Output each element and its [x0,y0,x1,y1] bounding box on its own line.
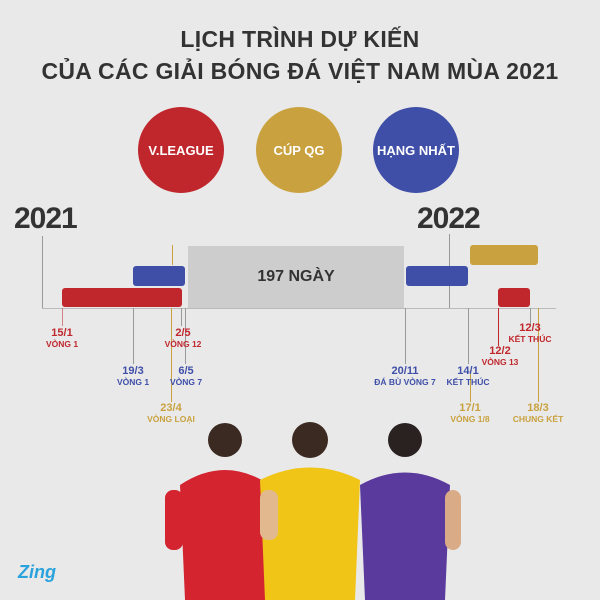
tick-line [405,308,406,364]
milestone-label: 12/2 VÒNG 13 [481,345,519,368]
player-purple [360,423,461,600]
year-2022: 2022 [417,202,481,235]
tick-line [470,370,471,402]
vleague-bar-2021 [62,288,182,307]
title-line-1: LỊCH TRÌNH DỰ KIẾN [180,26,420,52]
tick-line [530,308,531,326]
tick-line [498,308,499,346]
milestone-label: 18/3 CHUNG KẾT [512,402,564,425]
cup-bar-2022 [470,245,538,265]
milestone-label: 23/4 VÒNG LOẠI [147,402,195,425]
first-division-bar-2022 [406,266,468,286]
milestone-label: 14/1 KẾT THÚC [446,365,490,388]
vleague-bar-2022 [498,288,530,307]
player-yellow [260,422,360,600]
cup-qualifier-mark [172,245,173,265]
tick-line [133,308,134,364]
milestone-label: 17/1 VÒNG 1/8 [450,402,490,425]
zing-logo: Zing [18,562,56,582]
title-line-2: CỦA CÁC GIẢI BÓNG ĐÁ VIỆT NAM MÙA 2021 [41,58,559,84]
milestone-label: 19/3 VÒNG 1 [116,365,150,388]
first-division-bar-2021 [133,266,185,286]
legend-vleague: V.LEAGUE [138,107,224,193]
legend-first-division: HẠNG NHẤT [373,107,459,193]
gap-block: 197 NGÀY [188,246,404,308]
tick-line [62,308,63,326]
milestone-label: 6/5 VÒNG 7 [169,365,203,388]
tick-line [181,308,182,326]
milestone-label: 15/1 VÒNG 1 [45,327,79,350]
player-red [165,423,270,600]
tick-line [468,308,469,364]
year-2021-line [42,236,43,308]
legend-cup: CÚP QG [256,107,342,193]
tick-line [171,308,172,402]
milestone-label: 12/3 KẾT THÚC [508,322,552,345]
milestone-label: 2/5 VÒNG 12 [164,327,202,350]
year-2021: 2021 [14,202,78,235]
tick-line [538,308,539,402]
milestone-label: 20/11 ĐÁ BÙ VÒNG 7 [374,365,436,388]
players-illustration [165,422,461,600]
timeline-axis [42,308,556,309]
tick-line [185,308,186,364]
